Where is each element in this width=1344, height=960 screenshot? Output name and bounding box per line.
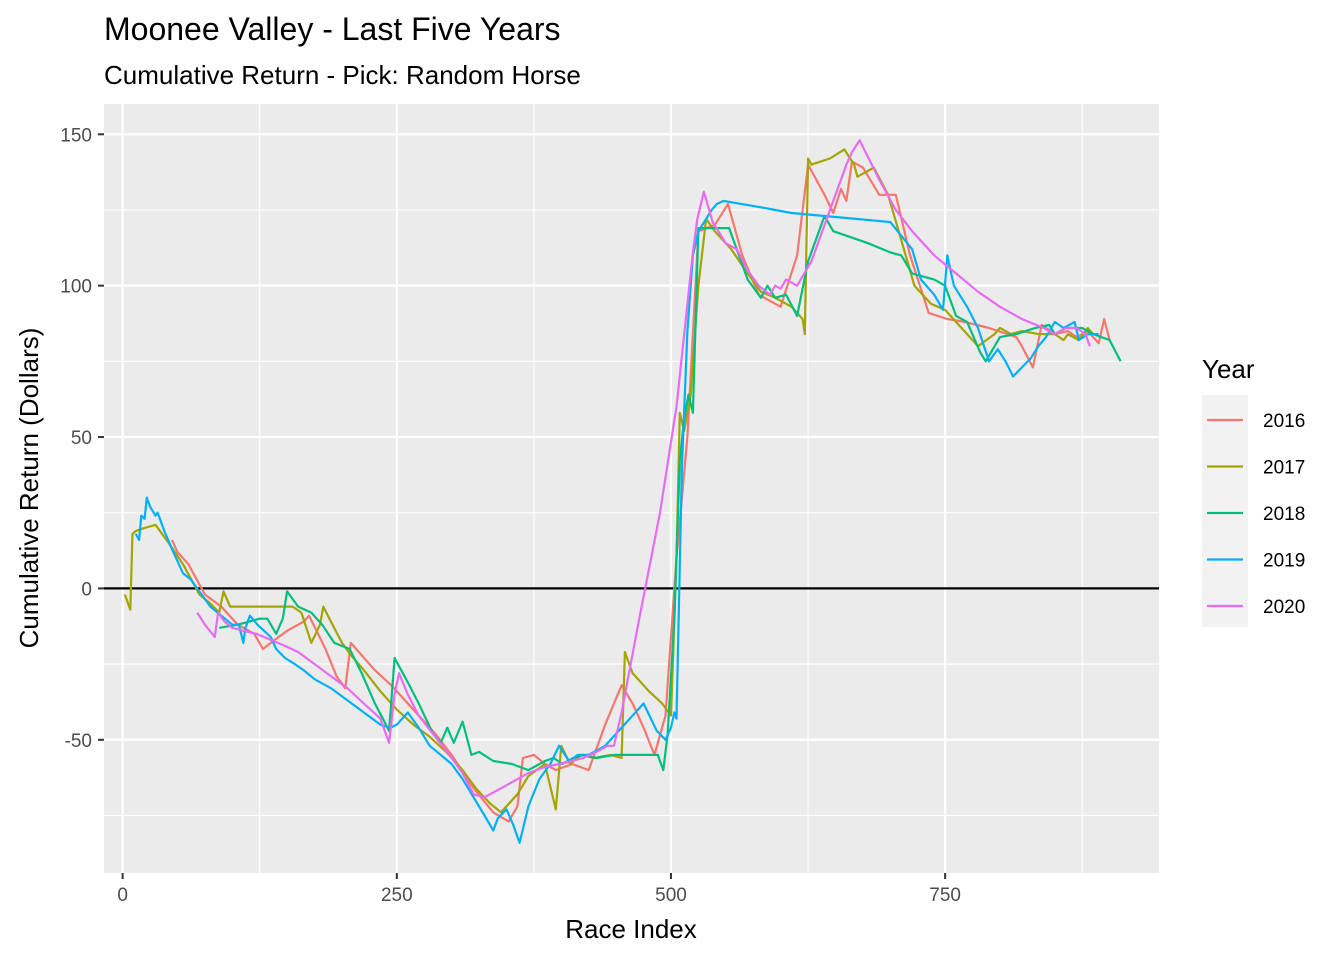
series-line-2016 bbox=[170, 160, 1111, 823]
series-layer bbox=[123, 139, 1122, 844]
chart-title: Moonee Valley - Last Five Years bbox=[104, 11, 561, 47]
series-line-2018 bbox=[219, 214, 1122, 772]
legend: Year 2016 2017 2018 2019 2020 bbox=[1202, 354, 1305, 627]
y-tick-label: -50 bbox=[65, 731, 92, 752]
plot-panel bbox=[104, 104, 1159, 873]
y-tick-label: 150 bbox=[60, 125, 92, 146]
major-gridlines bbox=[104, 104, 1159, 873]
legend-key-background bbox=[1202, 395, 1248, 627]
y-tick-label: 50 bbox=[71, 428, 92, 449]
x-axis: 0 250 500 750 bbox=[117, 873, 961, 906]
series-line-2019 bbox=[134, 199, 1099, 844]
x-tick-label: 500 bbox=[655, 885, 687, 906]
x-axis-title: Race Index bbox=[565, 914, 697, 944]
legend-label-2020: 2020 bbox=[1263, 597, 1305, 618]
y-axis-title: Cumulative Return (Dollars) bbox=[14, 328, 44, 649]
legend-label-2018: 2018 bbox=[1263, 504, 1305, 525]
legend-label-2016: 2016 bbox=[1263, 411, 1305, 432]
legend-title: Year bbox=[1202, 354, 1255, 384]
y-axis: -50 0 50 100 150 bbox=[60, 125, 104, 752]
legend-label-2017: 2017 bbox=[1263, 458, 1305, 479]
y-tick-label: 0 bbox=[81, 579, 92, 600]
legend-label-2019: 2019 bbox=[1263, 551, 1305, 572]
y-tick-label: 100 bbox=[60, 277, 92, 298]
series-line-2017 bbox=[123, 148, 1095, 814]
x-tick-label: 250 bbox=[381, 885, 413, 906]
x-tick-label: 0 bbox=[117, 885, 128, 906]
x-tick-label: 750 bbox=[929, 885, 961, 906]
chart-subtitle: Cumulative Return - Pick: Random Horse bbox=[104, 60, 581, 90]
series-line-2020 bbox=[196, 139, 1091, 799]
